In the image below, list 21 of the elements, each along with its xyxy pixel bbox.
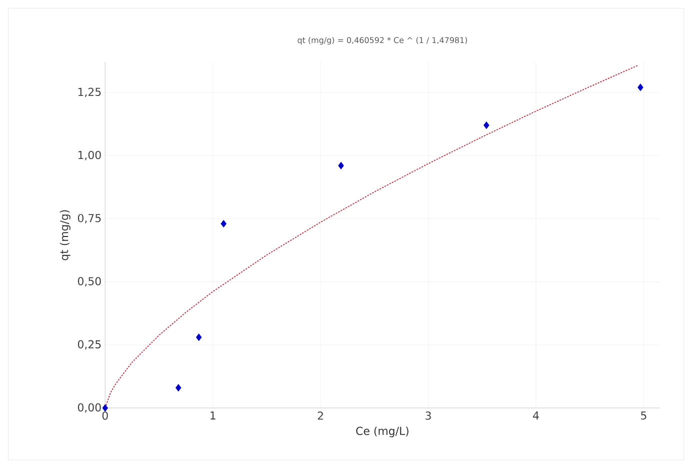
y-axis-title: qt (mg/g) — [60, 210, 70, 260]
x-tick-label: 1 — [210, 411, 216, 420]
x-tick-label: 4 — [533, 411, 539, 420]
y-tick-label: 0,00 — [78, 403, 101, 413]
point — [196, 333, 202, 342]
point — [484, 121, 490, 129]
y-tick-label: 0,50 — [78, 277, 101, 286]
x-axis-title: Ce (mg/L) — [356, 426, 408, 438]
point — [638, 84, 644, 92]
y-tick-label: 1,00 — [78, 150, 101, 160]
x-tick-label: 5 — [641, 411, 646, 420]
point — [220, 220, 227, 228]
point — [338, 162, 344, 170]
x-tick-label: 3 — [426, 411, 431, 420]
x-tick-label: 0 — [102, 411, 108, 420]
x-tick-label: 2 — [318, 411, 323, 420]
y-tick-label: 0,25 — [78, 340, 101, 350]
y-tick-label: 1,25 — [78, 88, 101, 98]
y-tick-label: 0,75 — [78, 214, 101, 224]
point — [175, 384, 182, 392]
point — [102, 404, 108, 412]
